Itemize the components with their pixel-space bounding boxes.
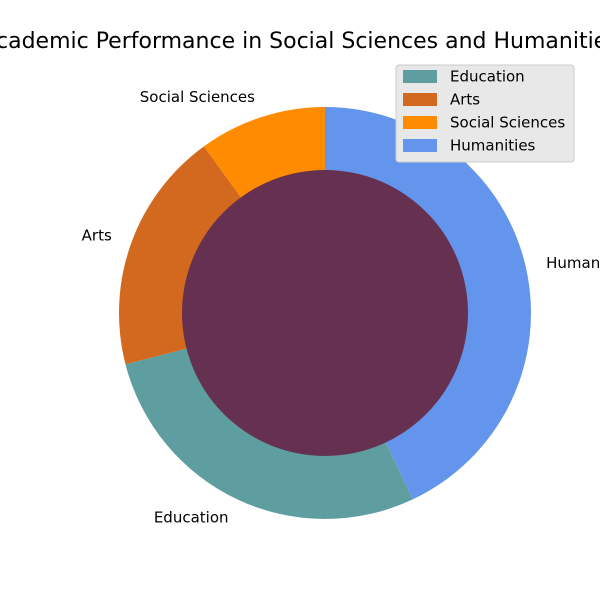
legend-label-arts: Arts <box>450 91 480 109</box>
donut-center <box>182 170 468 456</box>
legend-swatch-social-sciences <box>403 116 437 129</box>
legend-swatch-humanities <box>403 139 437 152</box>
chart-title: Academic Performance in Social Sciences … <box>0 29 600 54</box>
legend-label-humanities: Humanities <box>450 137 536 155</box>
legend: Education Arts Social Sciences Humanities <box>395 64 575 163</box>
legend-swatch-education <box>403 70 437 83</box>
slice-label-social-sciences: Social Sciences <box>140 88 255 106</box>
legend-swatch-arts <box>403 93 437 106</box>
slice-label-education: Education <box>154 509 229 527</box>
legend-box <box>395 64 575 163</box>
slice-label-arts: Arts <box>82 227 112 245</box>
slice-labels: Humanities Education Arts Social Sciences <box>82 88 600 527</box>
legend-items: Education Arts Social Sciences Humanities <box>403 68 565 155</box>
legend-label-social-sciences: Social Sciences <box>450 114 565 132</box>
slice-label-humanities: Humanities <box>546 254 600 272</box>
legend-label-education: Education <box>450 68 525 86</box>
